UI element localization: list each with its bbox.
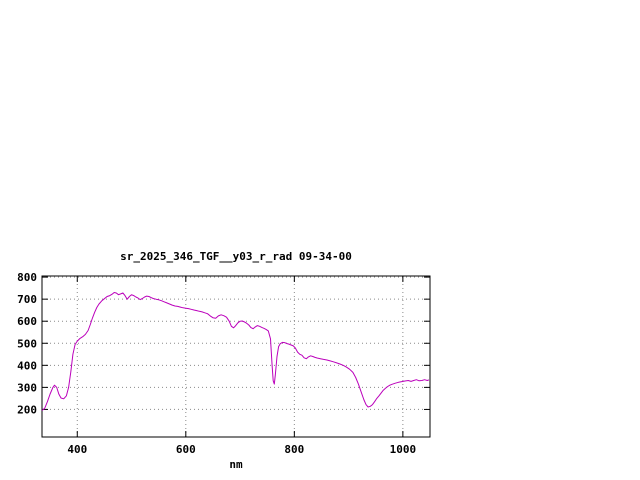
y-tick-label: 200 [17,403,37,416]
x-tick-label: 400 [67,443,87,456]
y-tick-label: 600 [17,315,37,328]
plot-border [41,275,431,438]
y-tick-label: 400 [17,359,37,372]
y-tick-label: 300 [17,381,37,394]
spectrum-line [41,292,430,411]
x-tick-label: 600 [176,443,196,456]
y-tick-label: 800 [17,271,37,284]
y-tick-label: 500 [17,337,37,350]
x-tick-label: 1000 [390,443,417,456]
x-tick-label: 800 [284,443,304,456]
x-axis-label: nm [229,458,243,471]
y-tick-label: 700 [17,293,37,306]
chart-title: sr_2025_346_TGF__y03_r_rad 09-34-00 [120,250,352,263]
